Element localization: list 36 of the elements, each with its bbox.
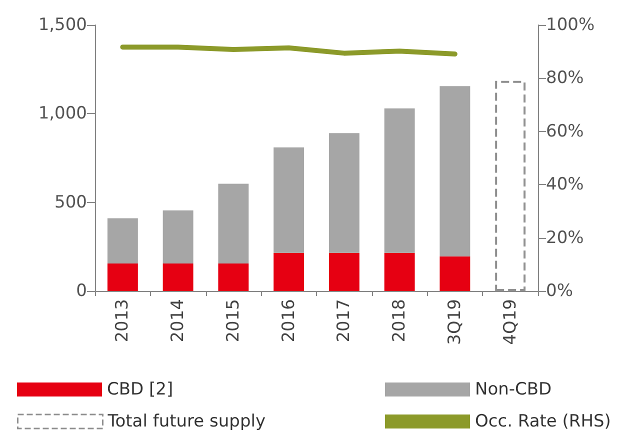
x-tick-label: 2018 <box>390 299 410 342</box>
y2-tick-label: 40% <box>546 174 584 195</box>
bar <box>107 264 138 291</box>
y2-tick-label: 100% <box>546 15 595 35</box>
y-tick-label: 500 <box>54 192 87 212</box>
bar <box>218 264 249 291</box>
bar <box>440 256 470 291</box>
legend-label: Total future supply <box>106 412 266 432</box>
bar <box>274 147 304 253</box>
legend-label: Non-CBD <box>475 380 552 400</box>
x-tick-label: 4Q19 <box>500 299 520 345</box>
x-tick-label: 2014 <box>168 299 188 342</box>
legend-label: Occ. Rate (RHS) <box>475 412 611 432</box>
x-tick-label: 2017 <box>334 299 354 342</box>
bar <box>218 184 249 264</box>
y-tick-label: 1,000 <box>38 104 87 124</box>
x-tick-label: 2016 <box>278 299 299 342</box>
bar <box>107 218 138 264</box>
y-tick-label: 1,500 <box>38 15 87 35</box>
y2-tick-label: 20% <box>546 228 584 248</box>
bar <box>274 252 304 291</box>
bar <box>328 133 360 253</box>
bar <box>162 210 194 264</box>
y2-tick-label: 80% <box>546 68 584 88</box>
x-tick-label: 2015 <box>223 299 244 342</box>
y2-tick-label: 60% <box>546 121 584 142</box>
x-tick-label: 2013 <box>112 299 133 342</box>
x-tick-label: 3Q19 <box>444 299 465 345</box>
bar <box>328 252 360 291</box>
legend-label: CBD [2] <box>107 380 174 400</box>
y2-tick-label: 0% <box>546 281 573 301</box>
bar <box>162 264 194 291</box>
bar <box>384 108 415 253</box>
y-tick-label: 0 <box>76 281 87 301</box>
bar <box>440 86 470 256</box>
bar <box>384 252 415 291</box>
